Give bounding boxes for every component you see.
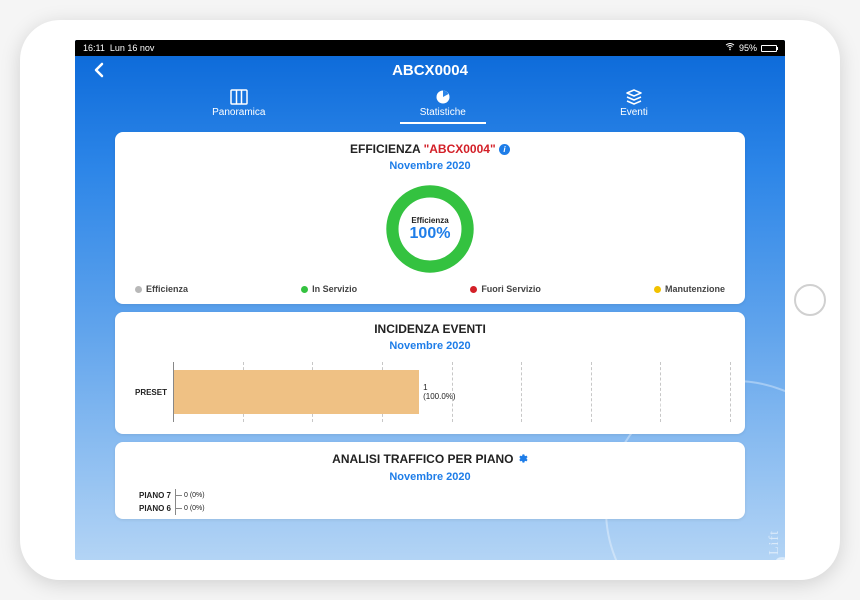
status-bar: 16:11 Lun 16 nov 95%	[75, 40, 785, 56]
traffic-row-value: 0 (0%)	[184, 492, 205, 499]
donut-label: Efficienza	[411, 216, 448, 225]
traffic-title: ANALISI TRAFFICO PER PIANO	[129, 452, 731, 467]
tab-stats-label: Statistiche	[420, 107, 466, 118]
legend-dot-icon	[135, 286, 142, 293]
home-button[interactable]	[794, 284, 826, 316]
tab-overview[interactable]: Panoramica	[192, 85, 285, 124]
traffic-subtitle: Novembre 2020	[129, 471, 731, 483]
pie-chart-icon	[434, 89, 452, 105]
stack-icon	[625, 89, 643, 105]
traffic-row: PIANO 6 0 (0%)	[129, 502, 731, 515]
events-bar-chart: PRESET 1 (100.0%)	[129, 360, 731, 424]
traffic-row-label: PIANO 7	[129, 491, 175, 500]
efficiency-device-id: "ABCX0004"	[424, 142, 496, 156]
battery-icon	[761, 45, 777, 52]
bar-fill: 1 (100.0%)	[174, 370, 419, 414]
efficiency-card: EFFICIENZA "ABCX0004" i Novembre 2020 Ef…	[115, 132, 745, 304]
tab-events[interactable]: Eventi	[600, 85, 668, 124]
efficiency-legend: Efficienza In Servizio Fuori Servizio Ma…	[129, 282, 731, 294]
traffic-row: PIANO 7 0 (0%)	[129, 489, 731, 502]
efficiency-donut: Efficienza 100%	[383, 182, 477, 276]
status-time: 16:11	[83, 43, 105, 53]
back-button[interactable]	[93, 62, 105, 83]
legend-dot-icon	[301, 286, 308, 293]
wifi-icon	[725, 43, 735, 53]
status-date: Lun 16 nov	[110, 43, 155, 53]
events-subtitle: Novembre 2020	[129, 340, 731, 352]
tablet-frame: 16:11 Lun 16 nov 95% ABCX0004 Panoramica	[20, 20, 840, 580]
legend-maintenance: Manutenzione	[654, 284, 725, 294]
events-card: INCIDENZA EVENTI Novembre 2020 PRESET 1 …	[115, 312, 745, 434]
legend-efficiency: Efficienza	[135, 284, 188, 294]
tab-stats[interactable]: Statistiche	[400, 85, 486, 124]
tab-overview-label: Panoramica	[212, 107, 265, 118]
tab-bar: Panoramica Statistiche Eventi	[75, 81, 785, 124]
traffic-card: ANALISI TRAFFICO PER PIANO Novembre 2020…	[115, 442, 745, 519]
gear-icon[interactable]	[517, 455, 528, 467]
columns-icon	[230, 89, 248, 105]
efficiency-title: EFFICIENZA "ABCX0004" i	[129, 142, 731, 156]
efficiency-title-prefix: EFFICIENZA	[350, 142, 424, 156]
efficiency-subtitle: Novembre 2020	[129, 160, 731, 172]
content-scroll[interactable]: EFFICIENZA "ABCX0004" i Novembre 2020 Ef…	[75, 124, 785, 554]
traffic-row-value: 0 (0%)	[184, 505, 205, 512]
traffic-row-label: PIANO 6	[129, 504, 175, 513]
app-screen: 16:11 Lun 16 nov 95% ABCX0004 Panoramica	[75, 40, 785, 560]
events-title: INCIDENZA EVENTI	[129, 322, 731, 336]
bar-value-label: 1 (100.0%)	[423, 383, 455, 401]
legend-dot-icon	[654, 286, 661, 293]
bar-category-label: PRESET	[129, 388, 173, 397]
info-icon[interactable]: i	[499, 144, 510, 155]
legend-out-of-service: Fuori Servizio	[470, 284, 541, 294]
legend-in-service: In Servizio	[301, 284, 357, 294]
nav-header: ABCX0004	[75, 56, 785, 81]
donut-value: 100%	[410, 225, 451, 243]
traffic-rows: PIANO 7 0 (0%) PIANO 6 0 (0%)	[129, 489, 731, 515]
battery-pct: 95%	[739, 43, 757, 53]
legend-dot-icon	[470, 286, 477, 293]
page-title: ABCX0004	[75, 62, 785, 79]
tab-events-label: Eventi	[620, 107, 648, 118]
